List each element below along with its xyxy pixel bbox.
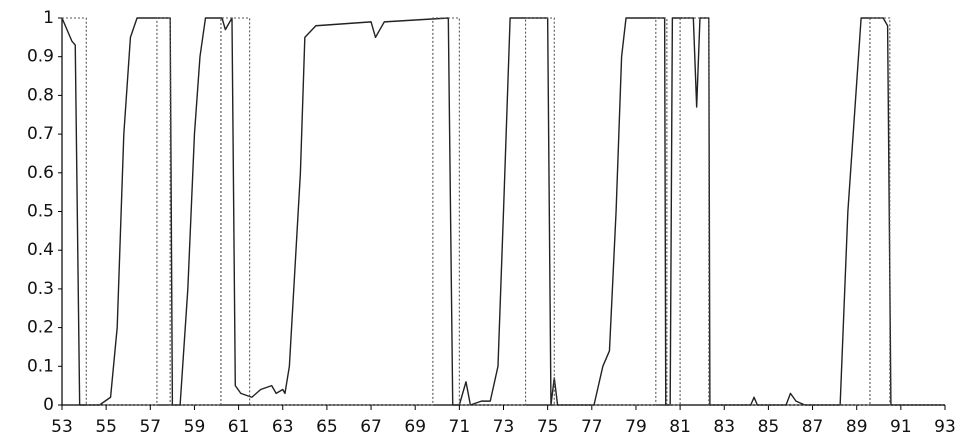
x-tick-label: 55	[95, 417, 117, 437]
x-tick-label: 69	[404, 417, 426, 437]
x-tick-label: 57	[139, 417, 161, 437]
y-tick-label: 0.5	[27, 202, 54, 222]
y-tick-label: 0.9	[27, 47, 54, 67]
y-tick-label: 0.3	[27, 279, 54, 299]
x-tick-label: 93	[934, 417, 956, 437]
x-tick-label: 61	[228, 417, 250, 437]
y-tick-label: 0.4	[27, 240, 54, 260]
data-line	[61, 17, 945, 406]
y-tick-label: 0	[43, 395, 54, 415]
x-tick-label: 91	[890, 417, 912, 437]
x-tick-label: 59	[184, 417, 206, 437]
x-tick-label: 79	[625, 417, 647, 437]
x-tick-label: 73	[493, 417, 515, 437]
y-tick-label: 0.7	[27, 124, 54, 144]
x-tick-label: 75	[537, 417, 559, 437]
x-tick-label: 67	[360, 417, 382, 437]
y-tick-label: 1	[43, 8, 54, 28]
x-tick-label: 53	[51, 417, 73, 437]
x-tick-label: 85	[758, 417, 780, 437]
x-tick-label: 83	[713, 417, 735, 437]
x-tick-label: 87	[802, 417, 824, 437]
x-tick-label: 65	[316, 417, 338, 437]
y-tick-label: 0.1	[27, 356, 54, 376]
y-tick-label: 0.6	[27, 163, 54, 183]
x-tick-label: 63	[272, 417, 294, 437]
x-tick-label: 89	[846, 417, 868, 437]
x-tick-label: 81	[669, 417, 691, 437]
x-tick-label: 77	[581, 417, 603, 437]
y-tick-label: 0.2	[27, 318, 54, 338]
dotted-line	[62, 17, 945, 406]
x-tick-label: 71	[449, 417, 471, 437]
y-tick-label: 0.8	[27, 85, 54, 105]
